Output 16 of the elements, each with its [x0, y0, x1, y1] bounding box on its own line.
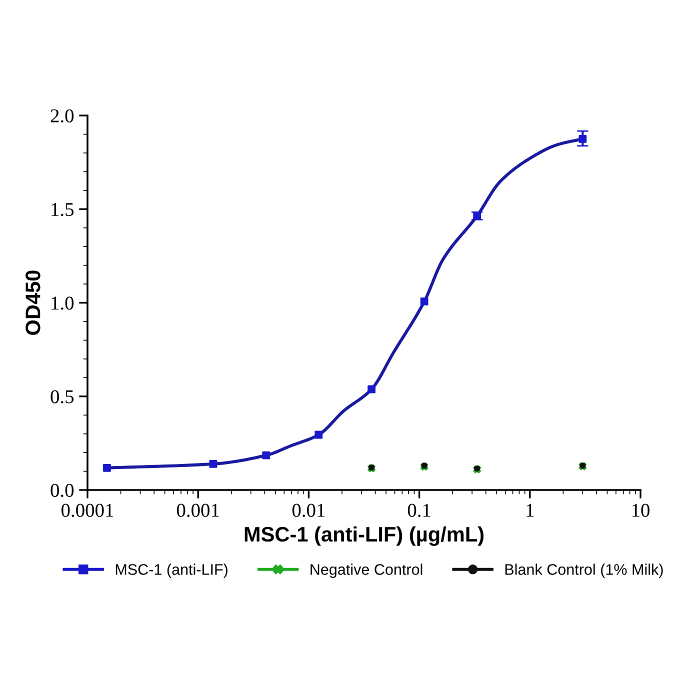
x-axis-title: MSC-1 (anti-LIF) (µg/mL) [244, 526, 484, 546]
y-tick-label: 2.0 [50, 109, 74, 123]
y-tick-label: 0.5 [50, 390, 74, 404]
y-tick-label: 1.0 [52, 296, 74, 310]
x-tick-label: 1 [526, 504, 534, 517]
x-tick-label: 0.0001 [62, 504, 114, 517]
legend-label: MSC-1 (anti-LIF) [116, 564, 228, 578]
y-axis-title: OD450 [26, 270, 40, 335]
y-tick-label: 0.0 [50, 484, 74, 498]
x-tick-label: 0.1 [408, 504, 430, 517]
legend-label: Negative Control [310, 564, 422, 578]
x-tick-label: 10 [632, 504, 650, 517]
x-tick-label: 0.001 [176, 504, 219, 517]
legend-label: Blank Control (1% Milk) [505, 564, 663, 578]
y-tick-label: 1.5 [52, 203, 74, 216]
x-tick-label: 0.01 [292, 504, 325, 517]
